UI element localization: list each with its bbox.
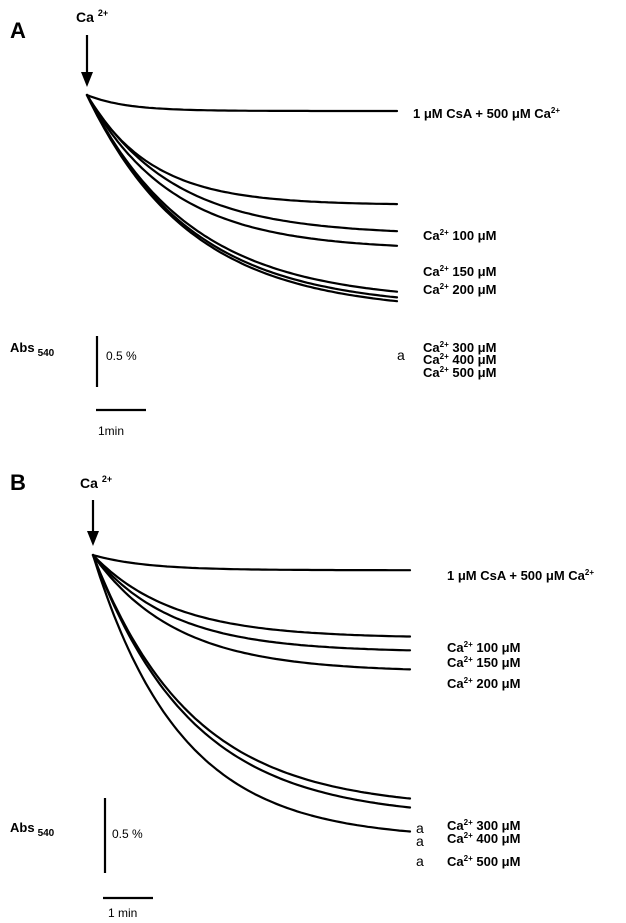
annotation-a-400: a bbox=[416, 833, 424, 849]
series-label-b-3: Ca2+ 200 μM bbox=[447, 676, 520, 691]
scale-label-b: 0.5 % bbox=[112, 827, 143, 841]
series-label-a-4: Ca2+ 300 μM bbox=[423, 340, 496, 355]
annotation-a-500: a bbox=[416, 853, 424, 869]
series-label-b-5: Ca2+ 400 μM bbox=[447, 831, 520, 846]
series-label-b-0: 1 μM CsA + 500 μM Ca2+ bbox=[447, 568, 594, 583]
panel-b: B Ca 2+ 1 μM CsA + 500 μM Ca2+ Ca2+ 100 μM… bbox=[10, 470, 594, 920]
trace-b-0 bbox=[91, 553, 412, 572]
series-label-b-4: Ca2+ 300 μM bbox=[447, 818, 520, 833]
addition-arrow-b bbox=[87, 500, 99, 546]
series-label-b-6: Ca2+ 500 μM bbox=[447, 854, 520, 869]
series-label-b-2: Ca2+ 150 μM bbox=[447, 655, 520, 670]
series-label-a-0: 1 μM CsA + 500 μM Ca2+ bbox=[413, 106, 560, 121]
trace-b-2 bbox=[91, 553, 412, 652]
trace-a-4 bbox=[85, 93, 399, 293]
abs-label-b: Abs 540 bbox=[10, 820, 55, 839]
trace-a-2 bbox=[85, 93, 399, 233]
series-label-a-1: Ca2+ 100 μM bbox=[423, 228, 496, 243]
abs-label-a: Abs 540 bbox=[10, 340, 55, 359]
annotation-a-a: a bbox=[397, 347, 405, 363]
traces-b bbox=[91, 553, 412, 833]
series-labels-a: 1 μM CsA + 500 μM Ca2+ Ca2+ 100 μM Ca2+ 15… bbox=[413, 106, 560, 380]
trace-a-6 bbox=[85, 93, 399, 303]
series-label-b-1: Ca2+ 100 μM bbox=[447, 640, 520, 655]
panel-letter-b: B bbox=[10, 470, 26, 495]
calcium-addition-label-b: Ca 2+ bbox=[80, 474, 112, 491]
annotation-a-300: a bbox=[416, 820, 424, 836]
trace-b-4 bbox=[91, 553, 412, 800]
time-label-b: 1 min bbox=[108, 906, 137, 920]
calcium-addition-label-a: Ca 2+ bbox=[76, 8, 108, 25]
series-label-a-2: Ca2+ 150 μM bbox=[423, 264, 496, 279]
series-label-a-5: Ca2+ 400 μM bbox=[423, 352, 496, 367]
panel-letter-a: A bbox=[10, 18, 26, 43]
trace-b-3 bbox=[91, 553, 412, 671]
trace-b-5 bbox=[91, 553, 412, 809]
addition-arrow-a bbox=[81, 35, 93, 87]
trace-a-5 bbox=[85, 93, 399, 299]
trace-a-3 bbox=[85, 93, 399, 247]
series-label-a-6: Ca2+ 500 μM bbox=[423, 365, 496, 380]
series-label-a-3: Ca2+ 200 μM bbox=[423, 282, 496, 297]
trace-b-6 bbox=[91, 553, 412, 833]
time-label-a: 1min bbox=[98, 424, 124, 438]
panel-a: A Ca 2+ 1 μM CsA + 500 μM Ca2+ Ca2+ 100 μM… bbox=[10, 8, 560, 438]
trace-a-0 bbox=[85, 93, 399, 113]
traces-a bbox=[85, 93, 399, 303]
trace-b-1 bbox=[91, 553, 412, 638]
scale-label-a: 0.5 % bbox=[106, 349, 137, 363]
trace-a-1 bbox=[85, 93, 399, 206]
